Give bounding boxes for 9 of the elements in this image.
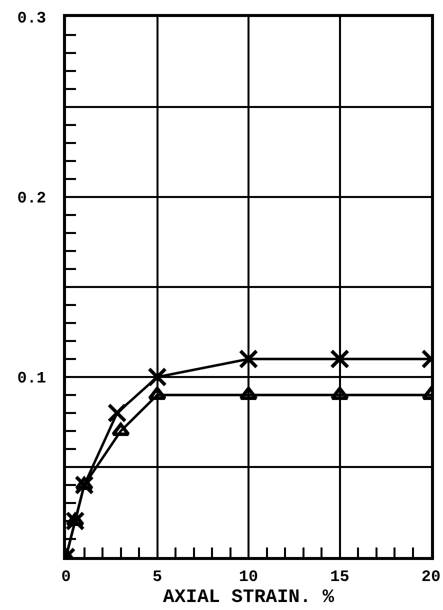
x-tick-label: 15 — [330, 568, 350, 586]
x-tick-label: 5 — [152, 568, 162, 586]
y-tick-label: 0.3 — [17, 10, 46, 28]
x-tick-label: 20 — [421, 568, 441, 586]
x-tick-label: 10 — [238, 568, 258, 586]
y-tick-label: 0.2 — [17, 190, 46, 208]
y-tick-label: 0.1 — [17, 370, 46, 388]
x-tick-label: 0 — [61, 568, 71, 586]
x-axis-title: AXIAL STRAIN. % — [162, 586, 335, 608]
